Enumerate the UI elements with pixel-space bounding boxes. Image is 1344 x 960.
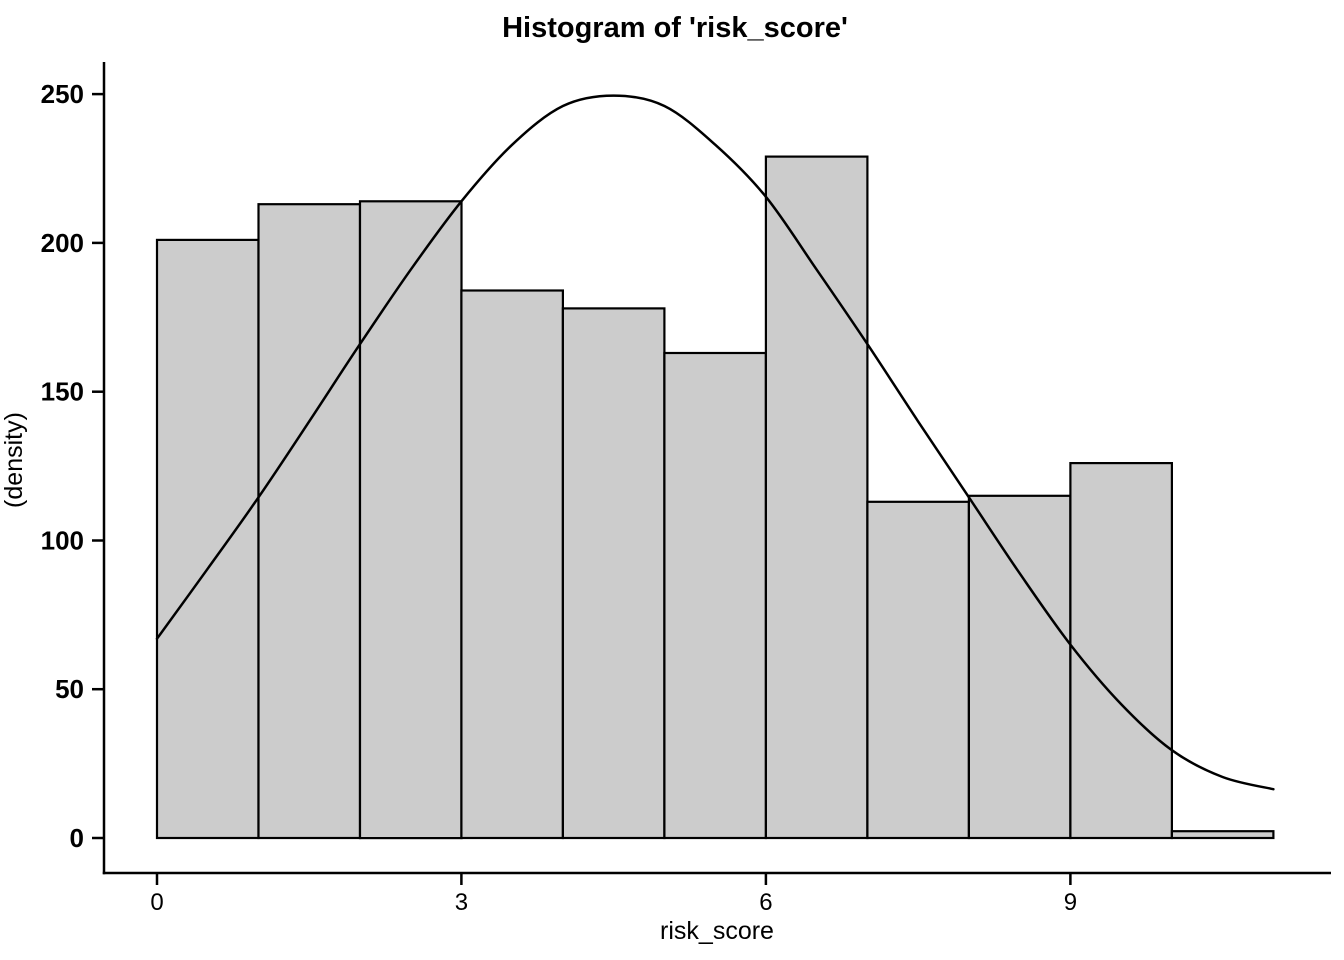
histogram-bar [460,289,564,840]
tick-labels-group: 0 3 6 9 0 50 100 150 200 250 [41,79,1077,916]
y-tick-label: 200 [41,228,84,258]
x-axis-label: risk_score [660,917,774,945]
x-tick-label: 9 [1064,889,1077,916]
histogram-bars [155,155,1275,840]
y-tick-label: 100 [41,526,84,556]
tick-marks-group [92,92,1072,885]
y-tick-label: 50 [55,674,84,704]
histogram-bar [561,307,666,840]
x-tick-label: 0 [150,889,163,916]
y-tick-label: 0 [70,823,84,853]
histogram-bar [155,238,260,840]
y-tick-label: 150 [41,377,84,407]
axes-group [102,62,1331,875]
histogram-bar [764,155,869,840]
x-tick-label: 3 [455,889,468,916]
histogram-bar [358,200,463,840]
histogram-bar [967,494,1072,840]
y-axis-label: (density) [0,412,28,508]
histogram-bar [1170,830,1275,840]
histogram-bar [1069,462,1174,840]
density-curve [155,94,1275,791]
histogram-bar [663,351,768,840]
density-curve-group [155,94,1275,791]
histogram-bar [866,500,971,840]
histogram-bar [257,203,362,840]
chart-title: Histogram of 'risk_score' [502,12,848,44]
x-tick-label: 6 [759,889,772,916]
y-tick-label: 250 [41,79,84,109]
